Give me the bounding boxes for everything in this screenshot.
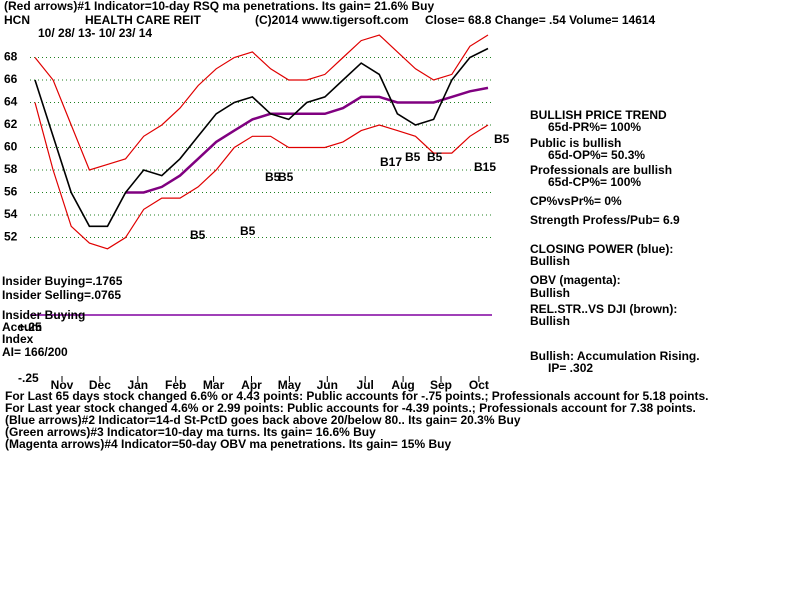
signal-label: B5 — [494, 132, 510, 146]
y-tick-label: 64 — [4, 95, 18, 109]
quote: Close= 68.8 Change= .54 Volume= 14614 — [425, 13, 656, 27]
x-tick-label: Sep — [430, 378, 452, 392]
side-note: BULLISH PRICE TREND — [530, 108, 667, 122]
side-note: 65d-OP%= 50.3% — [548, 148, 645, 162]
signal-label: B5 — [427, 150, 443, 164]
y-tick-label: 52 — [4, 230, 18, 244]
panel-label: Insider Buying=.1765 — [2, 274, 123, 288]
panel-label: Insider Selling=.0765 — [2, 288, 121, 302]
x-tick-label: Aug — [391, 378, 414, 392]
panel-label: Index — [2, 332, 34, 346]
side-note: 65d-CP%= 100% — [548, 175, 641, 189]
side-note: Bullish — [530, 254, 570, 268]
signal-label: B15 — [474, 160, 496, 174]
x-tick-label: Jan — [127, 378, 148, 392]
side-note: OBV (magenta): — [530, 273, 621, 287]
x-tick-label: Oct — [469, 378, 489, 392]
side-note: Professionals are bullish — [530, 163, 672, 177]
footer-line: (Magenta arrows)#4 Indicator=50-day OBV … — [5, 437, 451, 451]
signal-label: B5 — [278, 170, 294, 184]
x-tick-label: Apr — [241, 378, 262, 392]
y-tick-label: 62 — [4, 117, 18, 131]
signal-label: B5 — [240, 224, 256, 238]
dates: 10/ 28/ 13- 10/ 23/ 14 — [38, 26, 152, 40]
side-note: Bullish: Accumulation Rising. — [530, 349, 700, 363]
panel-label: Insider Buying — [2, 308, 85, 322]
signal-label: B5 — [405, 150, 421, 164]
x-tick-label: Feb — [165, 378, 186, 392]
source: (C)2014 www.tigersoft.com — [255, 13, 409, 27]
panel-label: Accum — [2, 320, 42, 334]
side-note: CP%vsPr%= 0% — [530, 194, 622, 208]
signal-label: B17 — [380, 155, 402, 169]
signal-label: B5 — [190, 228, 206, 242]
side-note: Bullish — [530, 286, 570, 300]
side-note: Public is bullish — [530, 136, 621, 150]
footer-line: (Blue arrows)#2 Indicator=14-d St-PctD g… — [5, 413, 521, 427]
side-note: IP= .302 — [548, 361, 593, 375]
footer-line: For Last 65 days stock changed 6.6% or 4… — [5, 389, 709, 403]
side-note: 65d-PR%= 100% — [548, 120, 641, 134]
y-tick-label: 66 — [4, 72, 18, 86]
x-tick-label: Nov — [51, 378, 74, 392]
title: (Red arrows)#1 Indicator=10-day RSQ ma p… — [4, 0, 434, 13]
x-tick-label: Jun — [317, 378, 338, 392]
y-tick-label: 58 — [4, 162, 18, 176]
side-note: Strength Profess/Pub= 6.9 — [530, 213, 680, 227]
ticker: HCN — [4, 13, 30, 27]
series-line — [34, 34, 489, 171]
side-note: CLOSING POWER (blue): — [530, 242, 673, 256]
signal-label: B5 — [265, 170, 281, 184]
x-tick-label: May — [278, 378, 302, 392]
x-tick-label: Mar — [203, 378, 225, 392]
x-tick-label: Jul — [357, 378, 374, 392]
y-tick-label: 68 — [4, 50, 18, 64]
footer-line: For Last year stock changed 4.6% or 2.99… — [5, 401, 696, 415]
panel-label: -.25 — [18, 371, 39, 385]
company: HEALTH CARE REIT — [85, 13, 201, 27]
series-line — [125, 86, 489, 194]
side-note: REL.STR..VS DJI (brown): — [530, 302, 677, 316]
y-tick-label: 54 — [4, 207, 18, 221]
y-tick-label: 60 — [4, 140, 18, 154]
y-tick-label: 56 — [4, 185, 18, 199]
series-line — [34, 102, 489, 250]
panel-label: AI= 166/200 — [2, 345, 68, 359]
footer-line: (Green arrows)#3 Indicator=10-day ma tur… — [5, 425, 376, 439]
panel-label: +.25 — [18, 320, 42, 334]
side-note: Bullish — [530, 314, 570, 328]
series-line — [34, 47, 489, 228]
x-tick-label: Dec — [89, 378, 111, 392]
